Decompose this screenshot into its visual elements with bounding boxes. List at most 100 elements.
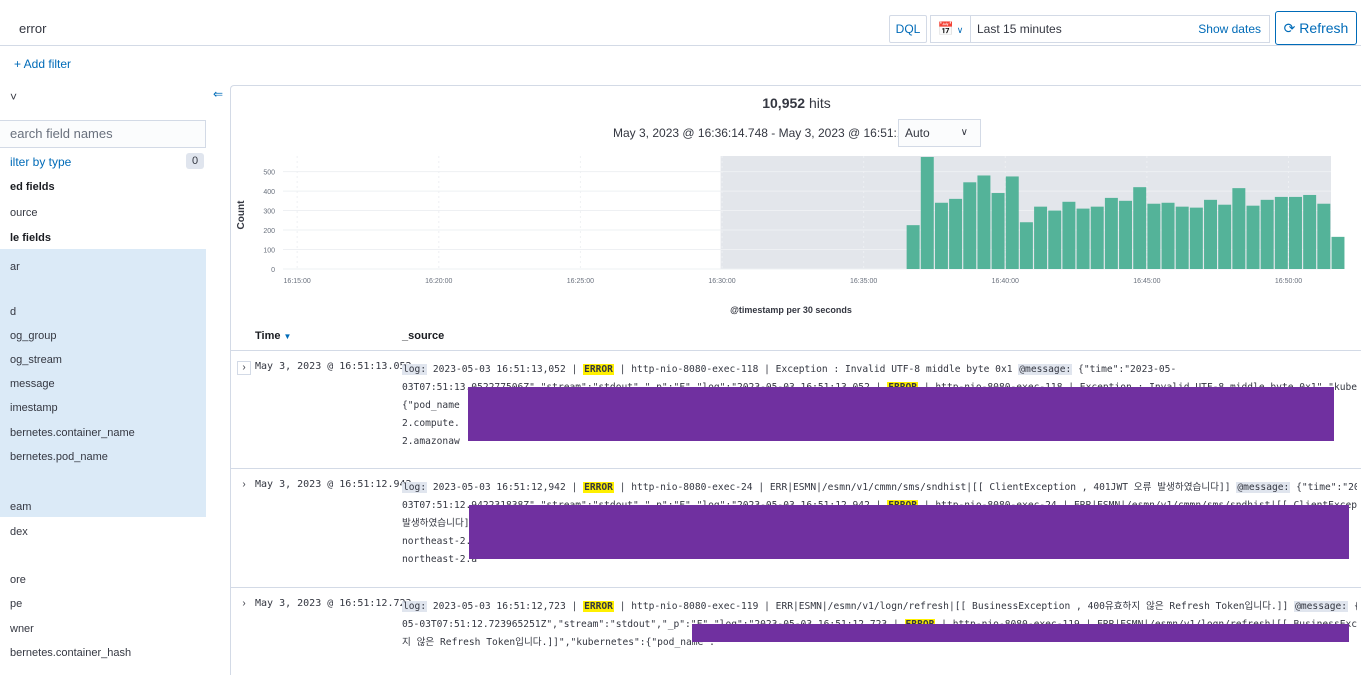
- x-tick-label: 16:30:00: [708, 278, 735, 285]
- x-tick-label: 16:50:00: [1275, 278, 1302, 285]
- source-text: | http-nio-8080-exec-24 | ERR|ESMN|/esmn…: [613, 482, 1237, 493]
- table-row[interactable]: › May 3, 2023 @ 16:51:13.052 log: 2023-05-…: [231, 350, 1361, 468]
- expand-row-icon[interactable]: ›: [237, 479, 251, 493]
- histogram-bar[interactable]: [1005, 176, 1019, 269]
- histogram-bar[interactable]: [1303, 194, 1317, 269]
- selected-fields-heading: ed fields: [10, 181, 55, 193]
- histogram-bar[interactable]: [1119, 200, 1133, 269]
- histogram-bar[interactable]: [1104, 197, 1118, 269]
- query-bar: error DQL 📅 ∨ Last 15 minutes Show dates …: [0, 0, 1361, 46]
- field-item[interactable]: bernetes.pod_name: [10, 451, 108, 463]
- field-item[interactable]: og_group: [10, 330, 57, 342]
- x-tick-label: 16:35:00: [850, 278, 877, 285]
- row-timestamp: May 3, 2023 @ 16:51:12.942: [255, 479, 412, 490]
- histogram-bar[interactable]: [1204, 199, 1218, 269]
- field-item[interactable]: ar: [10, 261, 20, 273]
- source-text: 2.amazonaw: [402, 436, 460, 447]
- histogram-bar[interactable]: [1232, 188, 1246, 269]
- interval-select[interactable]: Auto ∨: [898, 119, 981, 147]
- source-line: 2.amazonaw: [402, 433, 1357, 451]
- histogram-bar[interactable]: [934, 202, 948, 269]
- histogram-bar[interactable]: [1260, 199, 1274, 269]
- histogram-bar[interactable]: [1289, 196, 1302, 269]
- show-dates-link[interactable]: Show dates: [1198, 22, 1261, 36]
- field-item[interactable]: d: [10, 306, 17, 318]
- time-column-header[interactable]: Time ▼: [255, 330, 292, 342]
- histogram-bar[interactable]: [963, 182, 977, 269]
- histogram-bar[interactable]: [1062, 201, 1076, 269]
- y-tick-label: 0: [271, 267, 275, 274]
- discover-main-panel: 10,952 hits May 3, 2023 @ 16:36:14.748 -…: [230, 85, 1361, 675]
- table-row[interactable]: › May 3, 2023 @ 16:51:12.942 log: 2023-05-…: [231, 468, 1361, 587]
- filter-by-type-button[interactable]: ilter by type: [10, 155, 72, 169]
- histogram-chart[interactable]: 0 100 200 300 400 500 16:15:00 16:20:00 16:25:0…: [231, 152, 1361, 320]
- field-item[interactable]: pe: [10, 598, 23, 610]
- field-item[interactable]: ore: [10, 574, 26, 586]
- y-tick-label: 500: [263, 170, 275, 177]
- hits-count: 10,952: [762, 95, 806, 111]
- row-timestamp: May 3, 2023 @ 16:51:12.723: [255, 598, 412, 609]
- source-text: {"time":"2023-05-: [1072, 364, 1177, 375]
- histogram-bar[interactable]: [1090, 206, 1104, 269]
- histogram-bar[interactable]: [1246, 205, 1260, 269]
- source-line: log: 2023-05-03 16:51:12,723 | ERROR | h…: [402, 598, 1357, 616]
- histogram-bar[interactable]: [1147, 203, 1161, 269]
- histogram-bar[interactable]: [977, 175, 991, 269]
- quick-menu-button[interactable]: 📅 ∨: [931, 16, 971, 42]
- expand-row-icon[interactable]: ›: [237, 598, 251, 612]
- source-line: northeast-2.c: [402, 533, 1357, 551]
- hits-counter: 10,952 hits: [231, 95, 1361, 111]
- field-search-input[interactable]: earch field names: [0, 120, 206, 148]
- add-filter-link[interactable]: + Add filter: [14, 57, 72, 71]
- match-highlight: ERROR: [583, 482, 614, 493]
- field-key: @message:: [1294, 601, 1349, 612]
- histogram-bar[interactable]: [1048, 210, 1062, 269]
- field-sidebar: ˅ ⇐ earch field names ilter by type 0 ed…: [0, 80, 230, 675]
- histogram-bar[interactable]: [920, 156, 934, 269]
- histogram-bar[interactable]: [1218, 204, 1232, 269]
- field-item[interactable]: imestamp: [10, 402, 58, 414]
- filter-count-badge: 0: [186, 153, 204, 169]
- collapse-sidebar-icon[interactable]: ⇐: [213, 87, 224, 101]
- date-range-label[interactable]: Last 15 minutes: [977, 22, 1062, 36]
- field-item[interactable]: bernetes.container_hash: [10, 647, 132, 659]
- histogram-bar[interactable]: [949, 198, 963, 269]
- histogram-bar[interactable]: [1189, 207, 1203, 269]
- field-item[interactable]: message: [10, 378, 55, 390]
- time-range-text: May 3, 2023 @ 16:36:14.748 - May 3, 2023…: [613, 126, 934, 140]
- histogram-bar[interactable]: [1175, 206, 1189, 269]
- table-row[interactable]: › May 3, 2023 @ 16:51:12.723 log: 2023-05-…: [231, 587, 1361, 675]
- query-language-button[interactable]: DQL: [889, 15, 927, 43]
- chevron-down-icon: ˅: [10, 90, 18, 104]
- search-query-input[interactable]: error: [19, 21, 47, 36]
- match-highlight: ERROR: [583, 601, 614, 612]
- expand-row-icon[interactable]: ›: [237, 361, 251, 375]
- source-line: 발생하였습니다]: [402, 515, 1357, 533]
- histogram-bar[interactable]: [1034, 206, 1048, 269]
- index-pattern-select[interactable]: ˅: [10, 90, 17, 104]
- field-item[interactable]: wner: [10, 623, 34, 635]
- documents-table-header: Time ▼ _source: [231, 326, 1361, 350]
- histogram-bar[interactable]: [1331, 236, 1345, 269]
- histogram-bar[interactable]: [991, 193, 1005, 269]
- histogram-bar[interactable]: [1274, 196, 1288, 269]
- selected-field-item[interactable]: ource: [10, 207, 38, 219]
- field-item[interactable]: og_stream: [10, 354, 62, 366]
- histogram-bar[interactable]: [906, 225, 920, 269]
- histogram-bar[interactable]: [1019, 222, 1033, 269]
- refresh-button[interactable]: ⟳ Refresh: [1275, 11, 1357, 45]
- histogram-bar[interactable]: [1133, 187, 1147, 269]
- source-line: 지 않은 Refresh Token입니다.]]","kubernetes":{…: [402, 634, 1357, 652]
- histogram-bar[interactable]: [1076, 208, 1090, 269]
- field-item[interactable]: eam: [10, 501, 32, 513]
- x-axis-label: @timestamp per 30 seconds: [730, 305, 852, 315]
- histogram-bar[interactable]: [1161, 202, 1175, 269]
- histogram-bar[interactable]: [1317, 203, 1331, 269]
- source-line: {"pod_name: [402, 397, 1357, 415]
- refresh-label: Refresh: [1299, 20, 1349, 36]
- interval-value: Auto: [905, 126, 930, 140]
- source-line: log: 2023-05-03 16:51:13,052 | ERROR | h…: [402, 361, 1357, 379]
- field-item[interactable]: dex: [10, 526, 28, 538]
- chevron-down-icon: ∨: [960, 127, 968, 138]
- field-item[interactable]: bernetes.container_name: [10, 427, 135, 439]
